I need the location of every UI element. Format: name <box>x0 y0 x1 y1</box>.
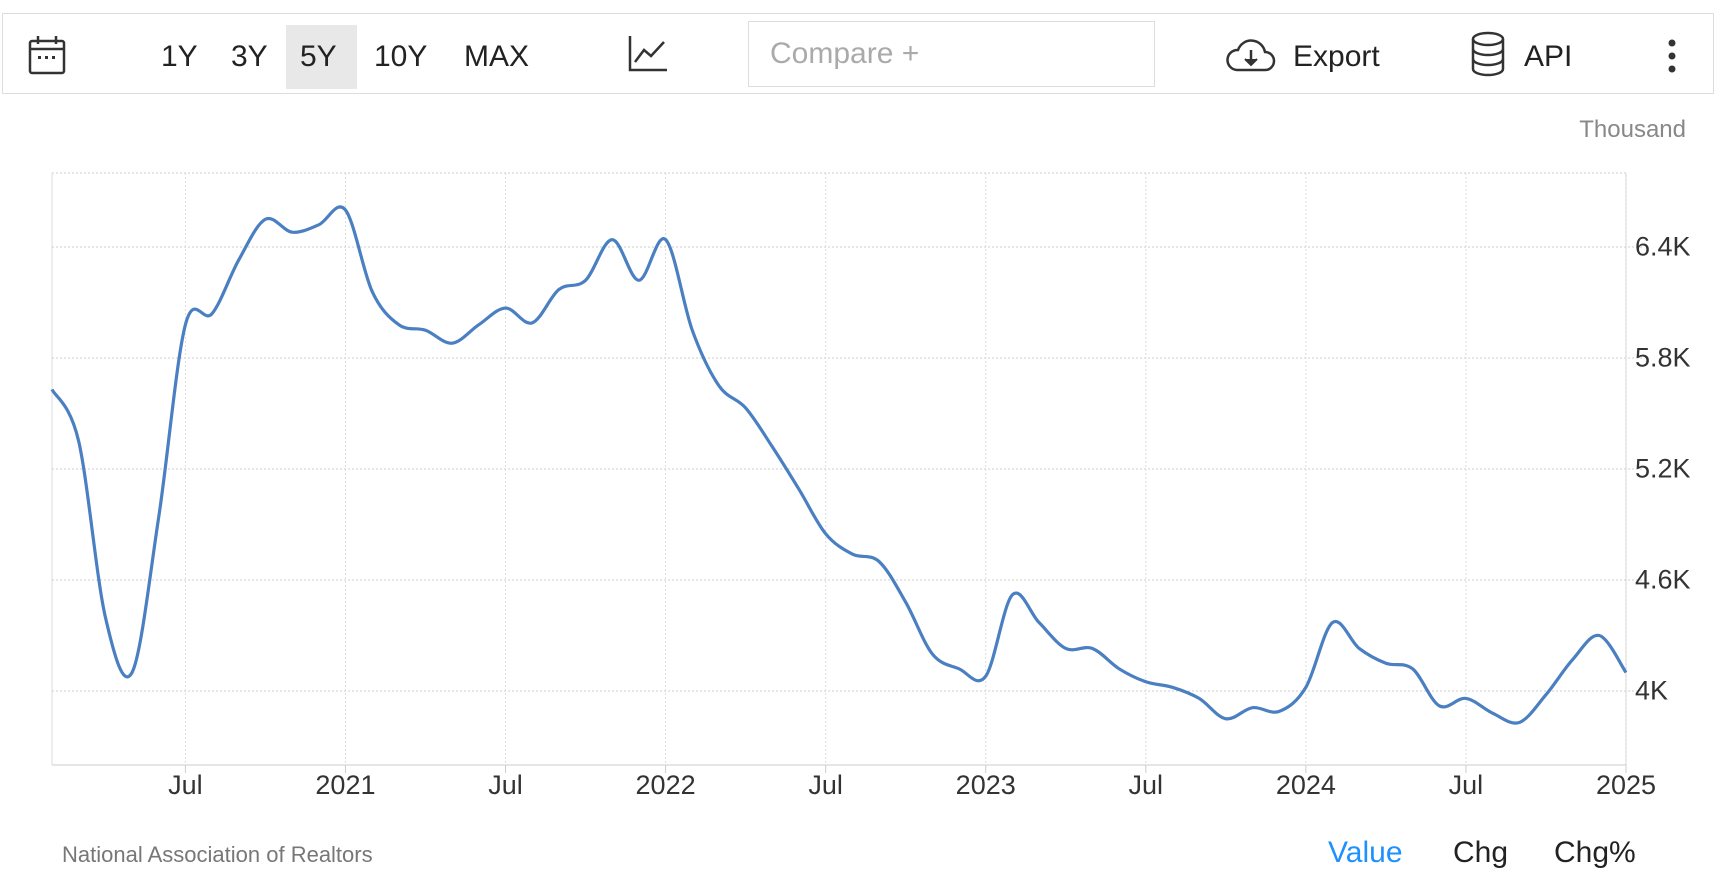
mode-value-button[interactable]: Value <box>1328 836 1403 869</box>
x-tick-label: Jul <box>1128 770 1164 800</box>
x-tick-label: 2024 <box>1275 770 1336 800</box>
source-label: National Association of Realtors <box>62 842 373 867</box>
range-max-button[interactable]: MAX <box>464 40 530 73</box>
range-1y-button[interactable]: 1Y <box>161 40 198 73</box>
x-tick-label: Jul <box>488 770 523 800</box>
y-tick-label: 4K <box>1635 675 1669 706</box>
x-tick-label: 2022 <box>635 770 696 800</box>
y-tick-label: 4.6K <box>1635 564 1691 595</box>
y-tick-label: 5.8K <box>1635 342 1691 373</box>
more-vertical-icon[interactable] <box>1665 38 1679 74</box>
cloud-download-icon[interactable] <box>1225 36 1277 74</box>
export-button[interactable]: Export <box>1293 40 1380 73</box>
range-3y-button[interactable]: 3Y <box>231 40 268 73</box>
calendar-icon[interactable] <box>27 34 67 76</box>
y-tick-label: 6.4K <box>1635 231 1691 262</box>
mode-chg-percent-button[interactable]: Chg% <box>1554 836 1636 869</box>
x-tick-label: Jul <box>168 770 203 800</box>
unit-label: Thousand <box>1579 116 1686 143</box>
x-tick-label: 2023 <box>955 770 1016 800</box>
toolbar: 1Y 3Y 5Y 10Y MAX Compare + Export API <box>2 13 1714 94</box>
y-tick-label: 5.2K <box>1635 453 1691 484</box>
api-button[interactable]: API <box>1524 40 1573 73</box>
series-line <box>50 205 1628 725</box>
x-tick-label: Jul <box>808 770 843 800</box>
x-tick-label: 2021 <box>315 770 376 800</box>
x-tick-label: 2025 <box>1595 770 1657 800</box>
range-5y-button[interactable]: 5Y <box>286 25 357 89</box>
mode-chg-button[interactable]: Chg <box>1453 836 1509 869</box>
x-tick-label: Jul <box>1448 770 1484 800</box>
line-chart-icon[interactable] <box>627 34 669 74</box>
range-10y-button[interactable]: 10Y <box>374 40 428 73</box>
compare-input[interactable]: Compare + <box>748 21 1155 87</box>
database-icon[interactable] <box>1469 31 1507 77</box>
